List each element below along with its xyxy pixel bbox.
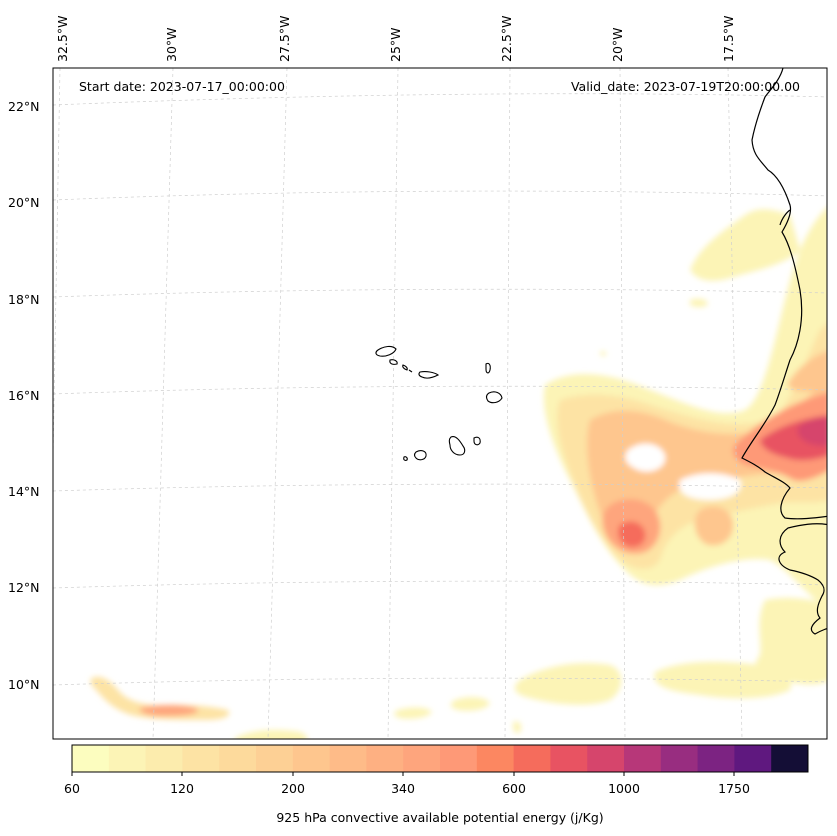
- lat-label: 12°N: [8, 580, 40, 595]
- map-area: [53, 68, 827, 739]
- colorbar-cell: [145, 745, 183, 772]
- lat-label: 10°N: [8, 677, 40, 692]
- colorbar-cell: [697, 745, 735, 772]
- valid-date-annotation: Valid_date: 2023-07-19T20:00:00.00: [571, 79, 800, 94]
- colorbar-tick-label: 600: [502, 781, 526, 796]
- start-date-annotation: Start date: 2023-07-17_00:00:00: [79, 79, 285, 94]
- colorbar-tick-label: 120: [170, 781, 194, 796]
- colorbar-cell: [72, 745, 110, 772]
- lat-label: 14°N: [8, 484, 40, 499]
- lat-label: 18°N: [8, 292, 40, 307]
- colorbar-tick-label: 1750: [718, 781, 750, 796]
- lat-label: 16°N: [8, 388, 40, 403]
- colorbar-cell: [366, 745, 404, 772]
- colorbar-cell: [587, 745, 625, 772]
- longitude-labels: 32.5°W 30°W 27.5°W 25°W 22.5°W 20°W 17.5…: [55, 16, 736, 62]
- colorbar-tick-label: 200: [281, 781, 305, 796]
- colorbar-cell: [108, 745, 147, 772]
- graticule: [53, 68, 827, 739]
- colorbar-cell: [292, 745, 331, 772]
- colorbar-border: [71, 744, 809, 773]
- lon-label: 30°W: [164, 27, 179, 62]
- colorbar-cell: [182, 745, 220, 772]
- lat-label: 20°N: [8, 195, 40, 210]
- colorbar-cell: [513, 745, 551, 772]
- lon-label: 25°W: [388, 27, 403, 62]
- colorbar-cell: [219, 745, 257, 772]
- colorbar-tick-label: 340: [391, 781, 415, 796]
- cape-verde-islands: [375, 345, 503, 461]
- colorbar-tick-label: 1000: [608, 781, 640, 796]
- colorbar: [72, 745, 809, 772]
- colorbar-label: 925 hPa convective available potential e…: [276, 810, 603, 825]
- colorbar-cell: [771, 745, 809, 772]
- colorbar-cell: [660, 745, 699, 772]
- lon-label: 27.5°W: [277, 16, 292, 62]
- colorbar-cell: [329, 745, 367, 772]
- colorbar-cell: [550, 745, 588, 772]
- cape-shading: [90, 207, 827, 739]
- colorbar-cell: [440, 745, 478, 772]
- colorbar-ticks: 60 120 200 340 600 1000 1750: [64, 772, 750, 796]
- colorbar-tick-label: 60: [64, 781, 80, 796]
- coastline: [741, 68, 827, 635]
- lon-label: 17.5°W: [721, 16, 736, 62]
- lon-label: 32.5°W: [55, 16, 70, 62]
- lon-label: 22.5°W: [499, 16, 514, 62]
- latitude-labels: 22°N 20°N 18°N 16°N 14°N 12°N 10°N: [8, 99, 40, 692]
- colorbar-cell: [256, 745, 294, 772]
- map-border: [52, 67, 828, 740]
- colorbar-cell: [476, 745, 515, 772]
- colorbar-cell: [403, 745, 441, 772]
- lon-label: 20°W: [610, 27, 625, 62]
- lat-label: 22°N: [8, 99, 40, 114]
- colorbar-cell: [624, 745, 662, 772]
- colorbar-cell: [734, 745, 772, 772]
